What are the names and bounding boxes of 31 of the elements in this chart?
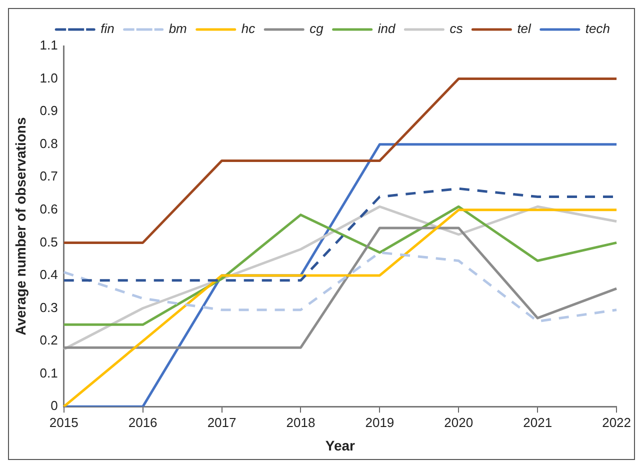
x-axis-title: Year [325,437,356,454]
y-tick-label: 0 [50,398,58,414]
y-tick-label: 0.3 [40,300,58,315]
y-tick-label: 1.0 [40,70,58,86]
y-axis-title: Average number of observations [12,117,28,336]
legend-label: bm [168,21,188,36]
x-tick-label: 2019 [365,414,394,430]
legend-label: tech [585,21,610,36]
x-tick-label: 2016 [128,414,158,430]
y-tick-label: 1.1 [40,38,58,53]
y-tick-label: 0.5 [40,234,58,250]
x-tick-label: 2015 [49,414,78,430]
legend-label: cg [310,21,324,36]
legend-label: tel [517,21,532,36]
x-tick-label: 2022 [602,414,631,430]
x-tick-label: 2020 [444,414,474,430]
y-tick-label: 0.1 [40,365,58,380]
legend-label: ind [378,21,396,36]
y-tick-label: 0.9 [40,103,58,118]
y-tick-label: 0.4 [40,267,58,282]
x-tick-label: 2017 [207,414,236,430]
legend-label: fin [100,21,114,36]
y-tick-label: 0.8 [40,136,58,151]
x-tick-label: 2021 [523,414,552,430]
y-tick-label: 0.7 [40,168,58,184]
legend-label: cs [450,21,464,36]
y-tick-label: 0.6 [40,201,58,216]
line-series [62,251,618,323]
legend-label: hc [241,21,256,36]
x-tick-label: 2018 [286,414,316,430]
y-tick-label: 0.2 [40,332,58,348]
